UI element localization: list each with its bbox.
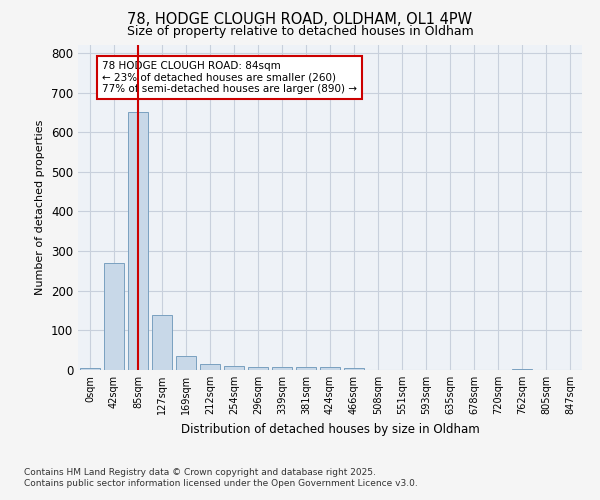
Bar	[248, 367, 268, 370]
Text: 78, HODGE CLOUGH ROAD, OLDHAM, OL1 4PW: 78, HODGE CLOUGH ROAD, OLDHAM, OL1 4PW	[127, 12, 473, 28]
Text: Contains HM Land Registry data © Crown copyright and database right 2025.
Contai: Contains HM Land Registry data © Crown c…	[24, 468, 418, 487]
Bar	[128, 112, 148, 370]
Bar	[296, 367, 316, 370]
Bar	[152, 314, 172, 370]
Bar	[320, 367, 340, 370]
Bar	[200, 364, 220, 370]
Text: Size of property relative to detached houses in Oldham: Size of property relative to detached ho…	[127, 25, 473, 38]
Bar	[272, 367, 292, 370]
X-axis label: Distribution of detached houses by size in Oldham: Distribution of detached houses by size …	[181, 422, 479, 436]
Bar	[344, 368, 364, 370]
Bar	[80, 368, 100, 370]
Bar	[104, 263, 124, 370]
Bar	[176, 356, 196, 370]
Bar	[512, 369, 532, 370]
Text: 78 HODGE CLOUGH ROAD: 84sqm
← 23% of detached houses are smaller (260)
77% of se: 78 HODGE CLOUGH ROAD: 84sqm ← 23% of det…	[102, 61, 357, 94]
Bar	[224, 366, 244, 370]
Y-axis label: Number of detached properties: Number of detached properties	[35, 120, 46, 295]
